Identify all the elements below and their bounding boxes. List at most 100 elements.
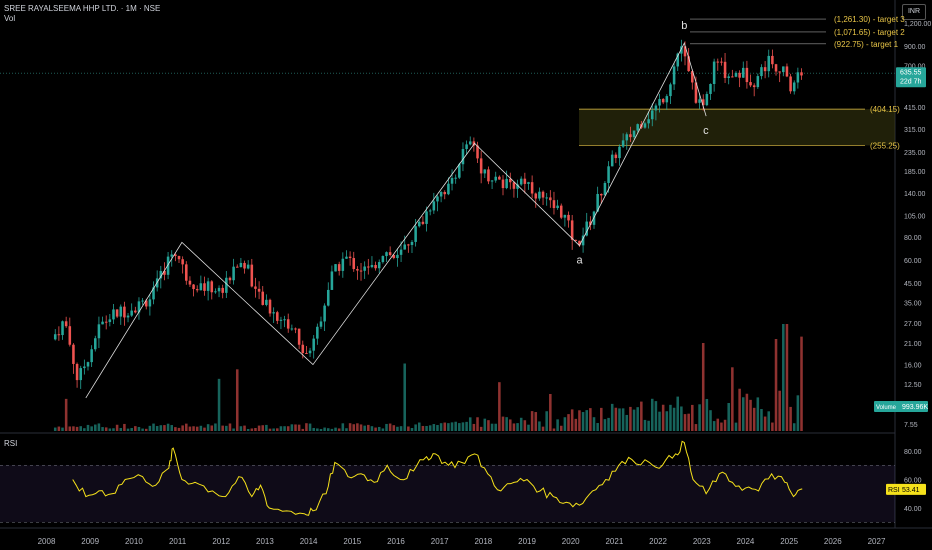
rsi-line: [72, 440, 803, 516]
volume-bar: [530, 411, 534, 431]
price-axis-tick: 35.00: [904, 301, 922, 308]
volume-bar: [388, 423, 392, 431]
symbol-title[interactable]: SREE RAYALSEEMA HHP LTD. · 1M · NSE: [4, 4, 161, 13]
candle-body: [741, 67, 745, 78]
candle-body: [272, 312, 275, 314]
volume-bar: [479, 426, 483, 431]
candle-body: [64, 321, 68, 327]
volume-bar: [672, 407, 676, 431]
volume-bar: [126, 428, 130, 431]
volume-bar: [763, 416, 767, 431]
volume-bar: [614, 407, 618, 431]
price-axis-tick: 700.00: [904, 64, 926, 71]
candle-body: [268, 299, 272, 314]
volume-bar: [476, 417, 479, 431]
time-axis-tick: 2021: [605, 537, 623, 546]
volume-bar: [217, 378, 221, 431]
candle-body: [549, 197, 552, 201]
volume-bar: [399, 426, 403, 431]
candle-body: [774, 64, 778, 72]
volume-bar: [385, 423, 388, 431]
volume-bar: [417, 422, 421, 431]
candle-body: [134, 310, 137, 313]
volume-bar: [170, 425, 174, 431]
candle-body: [698, 99, 701, 103]
volume-bar: [756, 397, 760, 431]
volume-bar: [749, 399, 752, 431]
candle-body: [610, 154, 614, 167]
volume-bar: [123, 423, 126, 431]
rsi-axis-tick: 60.00: [904, 478, 922, 485]
candle-body: [286, 319, 290, 329]
volume-bar: [516, 423, 519, 431]
candle-body: [589, 221, 592, 225]
volume-bar: [774, 339, 778, 431]
candle-body: [723, 61, 727, 78]
candle-body: [556, 205, 559, 209]
candle-body: [425, 211, 428, 224]
currency-badge[interactable]: INR: [902, 4, 926, 20]
volume-bar: [472, 423, 476, 431]
volume-bar: [741, 397, 745, 431]
candle-body: [367, 266, 370, 268]
candle-body: [75, 363, 79, 381]
candle-body: [800, 72, 803, 76]
candle-body: [53, 334, 57, 340]
rsi-indicator-label[interactable]: RSI: [4, 439, 18, 448]
volume-bar: [290, 424, 294, 431]
candle-body: [323, 305, 326, 322]
candle-body: [705, 93, 709, 106]
candle-body: [709, 84, 712, 94]
candle-body: [650, 110, 654, 120]
volume-bar: [203, 427, 206, 431]
candle-body: [195, 289, 199, 291]
volume-bar: [319, 428, 323, 431]
volume-bar: [279, 426, 283, 431]
candle-body: [410, 241, 414, 245]
volume-bar: [119, 427, 123, 431]
volume-bar: [235, 369, 239, 431]
candle-body: [796, 72, 800, 83]
candle-body: [636, 124, 639, 131]
candle-body: [341, 258, 345, 271]
volume-bar: [559, 425, 563, 431]
volume-bar: [691, 404, 694, 431]
candle-body: [337, 264, 341, 271]
volume-bar: [137, 426, 141, 431]
volume-bar: [79, 426, 82, 431]
volume-bar: [658, 411, 661, 431]
candle-body: [417, 221, 421, 227]
candle-body: [498, 176, 501, 180]
candle-body: [534, 193, 538, 199]
volume-bar: [683, 414, 687, 431]
volume-bar: [403, 363, 406, 431]
volume-bar: [301, 428, 305, 431]
candle-body: [388, 252, 392, 256]
candle-body: [519, 178, 523, 185]
candle-body: [501, 179, 505, 189]
candle-body: [312, 338, 315, 351]
candle-body: [461, 149, 465, 165]
volume-bar: [428, 425, 432, 431]
time-axis-tick: 2016: [387, 537, 405, 546]
volume-bar: [246, 428, 250, 431]
volume-bar: [687, 413, 690, 431]
volume-bar: [94, 424, 97, 431]
volume-bar: [414, 424, 417, 431]
candle-body: [326, 289, 330, 306]
volume-bar: [494, 423, 497, 431]
volume-bar: [261, 425, 265, 431]
volume-bar: [461, 422, 465, 431]
volume-bar: [538, 421, 541, 431]
volume-bar: [108, 428, 112, 431]
volume-indicator-label[interactable]: Vol: [4, 14, 16, 23]
candle-body: [166, 256, 170, 275]
candle-body: [210, 281, 214, 293]
rsi-axis-tick: 40.00: [904, 506, 922, 513]
candle-body: [345, 256, 348, 259]
volume-bar: [97, 423, 101, 431]
candle-body: [221, 287, 224, 293]
volume-bar: [348, 423, 352, 431]
volume-bar: [603, 419, 607, 431]
